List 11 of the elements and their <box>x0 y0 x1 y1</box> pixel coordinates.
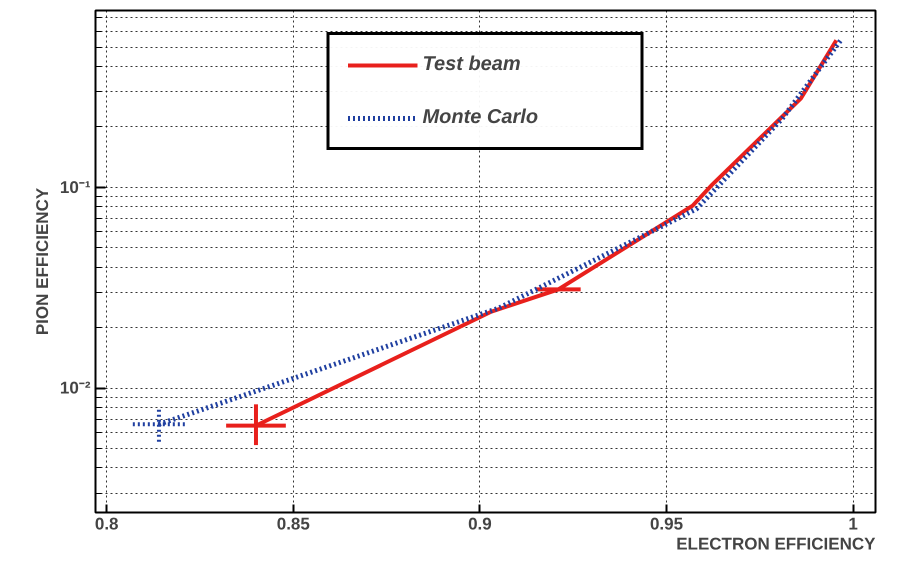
x-tick-label: 0.9 <box>468 514 492 534</box>
x-tick-label: 0.8 <box>94 514 119 534</box>
y-axis-title: PION EFFICIENCY <box>32 187 52 336</box>
y-tick-label: 10⁻¹ <box>60 178 91 197</box>
legend-label: Test beam <box>422 53 522 76</box>
x-tick-label: 0.85 <box>276 514 310 534</box>
y-tick-label: 10⁻² <box>60 378 91 398</box>
x-tick-label: 0.95 <box>650 514 684 534</box>
x-axis-title: ELECTRON EFFICIENCY <box>676 534 876 554</box>
x-tick-label: 1 <box>848 514 858 534</box>
legend-label: Monte Carlo <box>422 106 540 129</box>
